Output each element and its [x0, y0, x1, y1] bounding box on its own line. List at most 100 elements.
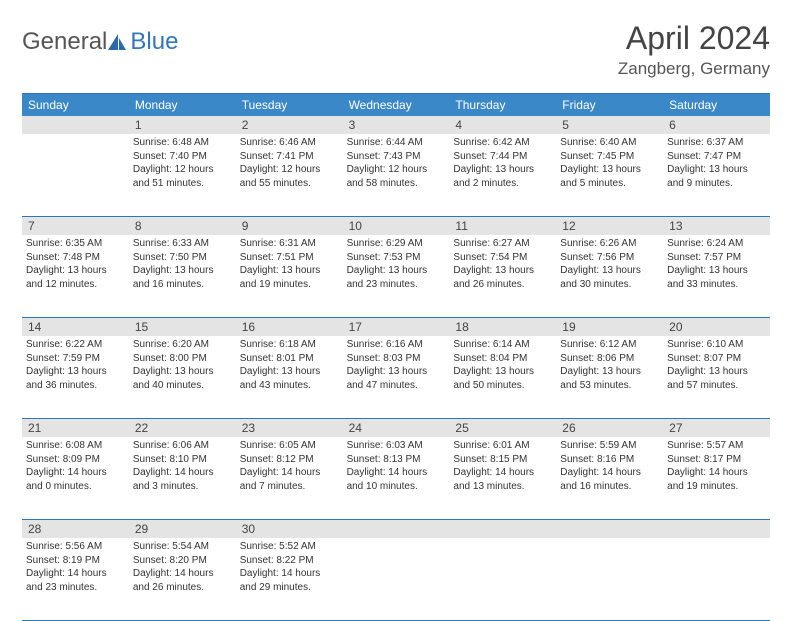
day1-text: Daylight: 13 hours	[667, 163, 766, 177]
sunrise-text: Sunrise: 6:14 AM	[453, 338, 552, 352]
day2-text: and 26 minutes.	[453, 278, 552, 292]
week-row: Sunrise: 6:35 AMSunset: 7:48 PMDaylight:…	[22, 235, 770, 318]
day-number: 8	[129, 217, 236, 235]
day-number: 14	[22, 318, 129, 336]
sunset-text: Sunset: 7:45 PM	[560, 150, 659, 164]
sunset-text: Sunset: 8:12 PM	[240, 453, 339, 467]
day-number: 4	[449, 116, 556, 134]
sunset-text: Sunset: 7:56 PM	[560, 251, 659, 265]
day-number: 20	[663, 318, 770, 336]
weekday-label: Friday	[556, 94, 663, 116]
day-cell: Sunrise: 6:29 AMSunset: 7:53 PMDaylight:…	[343, 235, 450, 317]
day-number: 9	[236, 217, 343, 235]
sunset-text: Sunset: 8:03 PM	[347, 352, 446, 366]
sunrise-text: Sunrise: 6:33 AM	[133, 237, 232, 251]
week-row: Sunrise: 6:08 AMSunset: 8:09 PM Daylight:…	[22, 437, 770, 520]
day2-text: and 57 minutes.	[667, 379, 766, 393]
day-cell: Sunrise: 6:01 AMSunset: 8:15 PMDaylight:…	[449, 437, 556, 519]
day2-text: and 7 minutes.	[240, 480, 339, 494]
sunset-text: Sunset: 8:20 PM	[133, 554, 232, 568]
day1-text: Daylight: 13 hours	[453, 163, 552, 177]
sunset-text: Sunset: 8:09 PM	[26, 453, 125, 467]
sunrise-text: Sunrise: 5:54 AM	[133, 540, 232, 554]
day-cell: Sunrise: 6:37 AMSunset: 7:47 PMDaylight:…	[663, 134, 770, 216]
day-number: 1	[129, 116, 236, 134]
weeks-container: 123456Sunrise: 6:48 AMSunset: 7:40 PMDay…	[22, 116, 770, 621]
day1-text: Daylight: 14 hours	[240, 567, 339, 581]
sunrise-text: Sunrise: 6:01 AM	[453, 439, 552, 453]
sunrise-text: Sunrise: 6:08 AM	[26, 439, 125, 453]
day1-text: Daylight: 12 hours	[240, 163, 339, 177]
sunset-text: Sunset: 8:16 PM	[560, 453, 659, 467]
day-number	[343, 520, 450, 538]
sunrise-text: Sunrise: 6:24 AM	[667, 237, 766, 251]
sunset-text: Sunset: 7:54 PM	[453, 251, 552, 265]
day1-text: Daylight: 13 hours	[560, 264, 659, 278]
day-number: 12	[556, 217, 663, 235]
brand-part2: Blue	[130, 28, 178, 56]
day1-text: Daylight: 13 hours	[667, 365, 766, 379]
day-cell: Sunrise: 6:18 AMSunset: 8:01 PMDaylight:…	[236, 336, 343, 418]
day2-text: and 55 minutes.	[240, 177, 339, 191]
day2-text: and 10 minutes.	[347, 480, 446, 494]
sunrise-text: Sunrise: 6:27 AM	[453, 237, 552, 251]
day-cell: Sunrise: 5:52 AMSunset: 8:22 PMDaylight:…	[236, 538, 343, 620]
day1-text: Daylight: 14 hours	[347, 466, 446, 480]
weekday-label: Wednesday	[343, 94, 450, 116]
day-cell	[449, 538, 556, 620]
sunset-text: Sunset: 7:57 PM	[667, 251, 766, 265]
day-cell: Sunrise: 6:06 AMSunset: 8:10 PMDaylight:…	[129, 437, 236, 519]
day1-text: Daylight: 13 hours	[347, 365, 446, 379]
day-cell	[343, 538, 450, 620]
day-cell: Sunrise: 6:44 AMSunset: 7:43 PMDaylight:…	[343, 134, 450, 216]
day2-text: and 3 minutes.	[133, 480, 232, 494]
day-number: 21	[22, 419, 129, 437]
day1-text: Daylight: 13 hours	[667, 264, 766, 278]
sunset-text: Sunset: 8:22 PM	[240, 554, 339, 568]
week-row: Sunrise: 6:48 AMSunset: 7:40 PMDaylight:…	[22, 134, 770, 217]
day-cell: Sunrise: 6:35 AMSunset: 7:48 PMDaylight:…	[22, 235, 129, 317]
sunset-text: Sunset: 8:15 PM	[453, 453, 552, 467]
day-number: 10	[343, 217, 450, 235]
sunset-text: Sunset: 8:19 PM	[26, 554, 125, 568]
day-cell: Sunrise: 5:56 AMSunset: 8:19 PMDaylight:…	[22, 538, 129, 620]
location: Zangberg, Germany	[618, 59, 770, 79]
sunset-text: Sunset: 7:41 PM	[240, 150, 339, 164]
day-cell: Sunrise: 5:57 AMSunset: 8:17 PMDaylight:…	[663, 437, 770, 519]
sunrise-text: Sunrise: 6:35 AM	[26, 237, 125, 251]
day-cell: Sunrise: 5:59 AMSunset: 8:16 PMDaylight:…	[556, 437, 663, 519]
day-cell	[663, 538, 770, 620]
day-number	[556, 520, 663, 538]
day-cell: Sunrise: 5:54 AMSunset: 8:20 PMDaylight:…	[129, 538, 236, 620]
day1-text: Daylight: 14 hours	[133, 567, 232, 581]
day-number-row: 21222324252627	[22, 419, 770, 437]
week-row: Sunrise: 5:56 AMSunset: 8:19 PMDaylight:…	[22, 538, 770, 621]
sunset-text: Sunset: 8:00 PM	[133, 352, 232, 366]
day2-text: and 50 minutes.	[453, 379, 552, 393]
sunset-text: Sunset: 7:50 PM	[133, 251, 232, 265]
brand-part1: General	[22, 28, 107, 56]
day-cell: Sunrise: 6:03 AMSunset: 8:13 PMDaylight:…	[343, 437, 450, 519]
sunrise-text: Sunrise: 6:06 AM	[133, 439, 232, 453]
sunset-text: Sunset: 8:07 PM	[667, 352, 766, 366]
day-cell: Sunrise: 6:46 AMSunset: 7:41 PMDaylight:…	[236, 134, 343, 216]
day-cell	[556, 538, 663, 620]
day-cell: Sunrise: 6:42 AMSunset: 7:44 PMDaylight:…	[449, 134, 556, 216]
day-cell: Sunrise: 6:22 AMSunset: 7:59 PMDaylight:…	[22, 336, 129, 418]
weekday-label: Thursday	[449, 94, 556, 116]
day1-text: Daylight: 13 hours	[560, 163, 659, 177]
day1-text: Daylight: 12 hours	[347, 163, 446, 177]
day1-text: Daylight: 13 hours	[26, 264, 125, 278]
day1-text: Daylight: 14 hours	[667, 466, 766, 480]
sunset-text: Sunset: 8:13 PM	[347, 453, 446, 467]
day-cell: Sunrise: 6:16 AMSunset: 8:03 PMDaylight:…	[343, 336, 450, 418]
sunrise-text: Sunrise: 6:05 AM	[240, 439, 339, 453]
day-number: 23	[236, 419, 343, 437]
day2-text: and 0 minutes.	[26, 480, 125, 494]
sunset-text: Sunset: 7:48 PM	[26, 251, 125, 265]
sunset-text: Sunset: 8:01 PM	[240, 352, 339, 366]
weekday-label: Saturday	[663, 94, 770, 116]
day1-text: Daylight: 13 hours	[26, 365, 125, 379]
logo-sail-icon	[106, 32, 128, 52]
sunrise-text: Sunrise: 6:12 AM	[560, 338, 659, 352]
